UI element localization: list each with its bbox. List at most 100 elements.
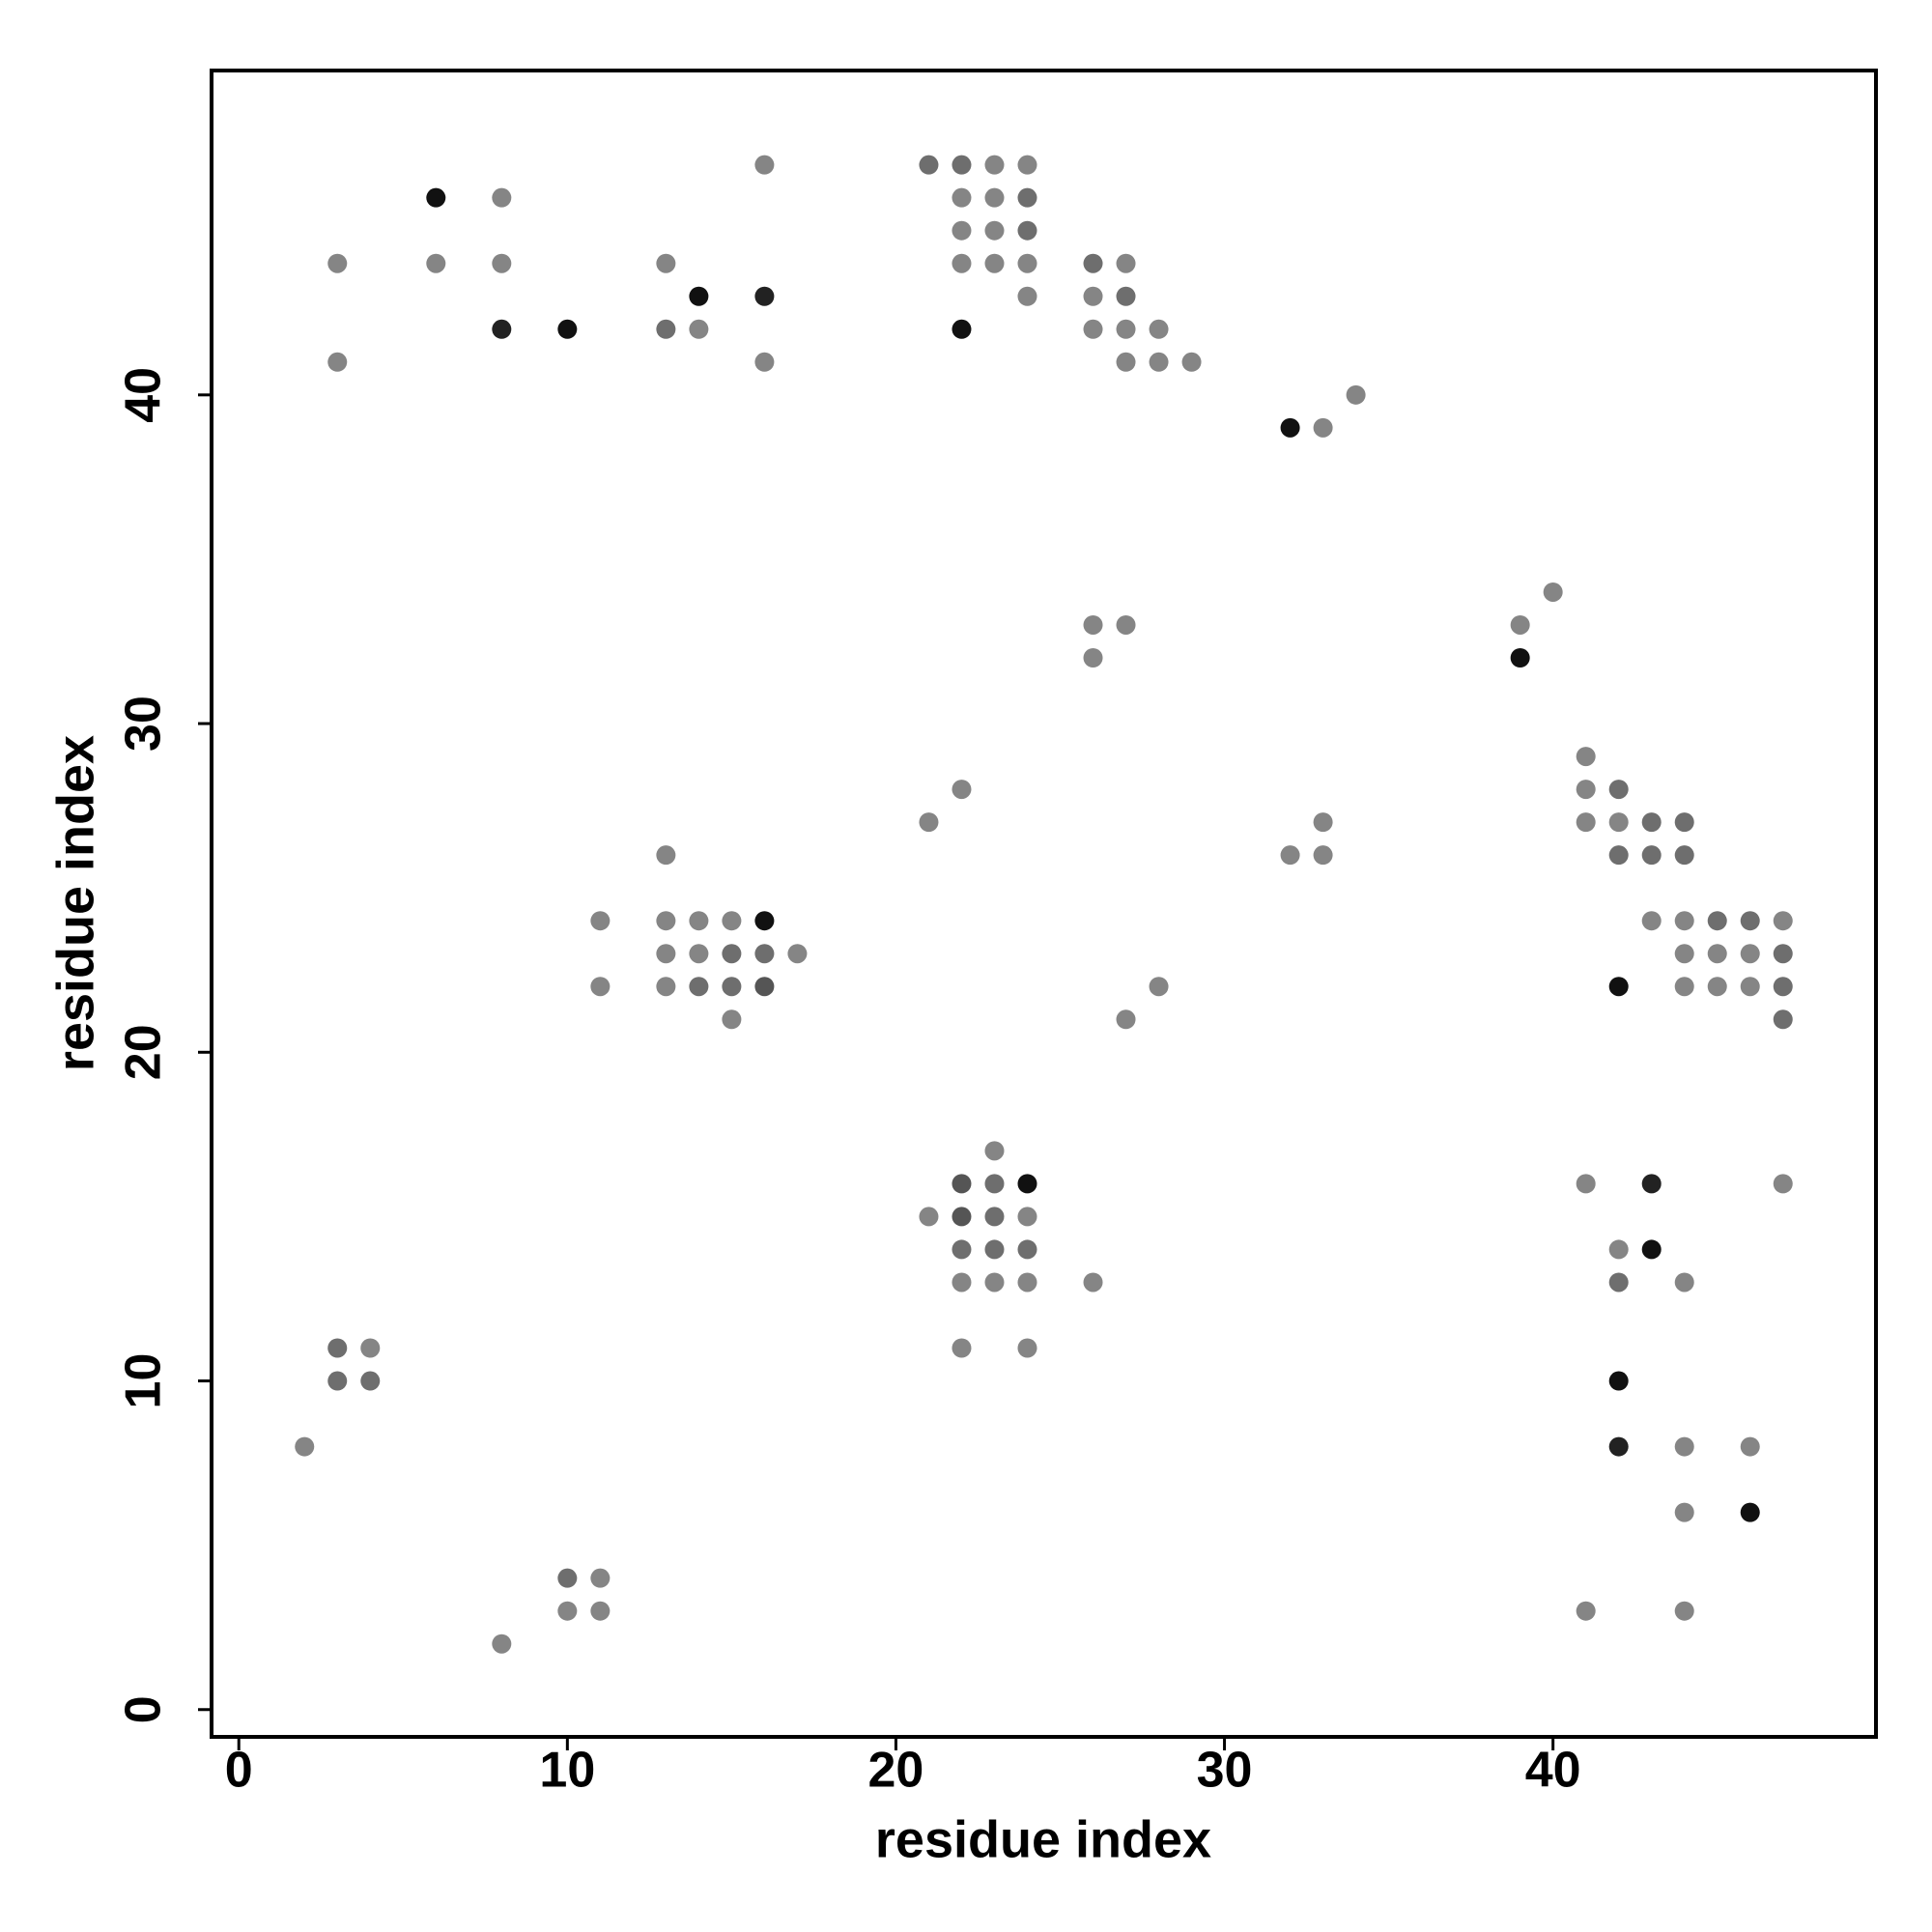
point: [1707, 944, 1727, 964]
point: [1313, 845, 1333, 866]
point: [952, 253, 972, 273]
point: [557, 319, 578, 339]
point: [1280, 845, 1300, 866]
point: [689, 944, 709, 964]
point: [1674, 1272, 1694, 1293]
point: [327, 253, 348, 273]
point: [984, 155, 1005, 175]
point: [492, 319, 512, 339]
point: [590, 1601, 611, 1621]
point: [1608, 845, 1629, 866]
point: [722, 1009, 742, 1030]
point: [754, 155, 775, 175]
point: [1083, 1272, 1103, 1293]
point: [360, 1338, 381, 1358]
point: [1674, 1601, 1694, 1621]
point: [984, 1141, 1005, 1161]
point: [1576, 1601, 1596, 1621]
point: [1674, 911, 1694, 931]
point: [1149, 319, 1169, 339]
point: [984, 1207, 1005, 1227]
point: [754, 286, 775, 306]
point: [1674, 944, 1694, 964]
point: [1773, 1174, 1793, 1194]
point: [492, 1634, 512, 1654]
point: [1576, 747, 1596, 767]
point: [1083, 614, 1103, 635]
point: [1740, 1436, 1760, 1457]
point: [984, 1272, 1005, 1293]
point: [1083, 286, 1103, 306]
point: [1346, 384, 1366, 405]
point: [754, 944, 775, 964]
y-tick-label: 20: [116, 1024, 172, 1080]
point: [1116, 253, 1136, 273]
point: [590, 1568, 611, 1588]
point: [1510, 648, 1530, 668]
point: [919, 1207, 939, 1227]
point: [984, 1239, 1005, 1260]
point: [1641, 911, 1662, 931]
point: [1608, 1272, 1629, 1293]
point: [984, 1174, 1005, 1194]
point: [722, 911, 742, 931]
point: [1017, 220, 1037, 241]
point: [984, 187, 1005, 208]
point: [1641, 1174, 1662, 1194]
point: [557, 1601, 578, 1621]
point: [919, 155, 939, 175]
point: [1773, 977, 1793, 997]
point: [952, 319, 972, 339]
point: [1543, 582, 1563, 602]
x-tick-label: 40: [1525, 1743, 1581, 1799]
point: [952, 1207, 972, 1227]
point: [656, 319, 676, 339]
plot-frame: [210, 69, 1878, 1739]
x-tick-label: 0: [225, 1743, 253, 1799]
point: [1707, 911, 1727, 931]
point: [984, 253, 1005, 273]
point: [1674, 845, 1694, 866]
point: [689, 286, 709, 306]
point: [1017, 1338, 1037, 1358]
point: [1017, 253, 1037, 273]
point: [1017, 1272, 1037, 1293]
y-tick-label: 10: [116, 1353, 172, 1409]
point: [722, 977, 742, 997]
point: [1017, 1207, 1037, 1227]
x-axis-label: residue index: [875, 1810, 1211, 1868]
point: [1773, 1009, 1793, 1030]
point: [1116, 286, 1136, 306]
point: [1674, 812, 1694, 833]
point: [952, 1174, 972, 1194]
point: [1576, 812, 1596, 833]
point: [426, 253, 446, 273]
point: [1313, 417, 1333, 438]
point: [590, 977, 611, 997]
point: [1608, 1436, 1629, 1457]
point: [1083, 319, 1103, 339]
point: [1641, 1239, 1662, 1260]
point: [1083, 253, 1103, 273]
point: [1181, 352, 1202, 372]
point: [1116, 1009, 1136, 1030]
point: [1674, 1436, 1694, 1457]
point: [1608, 780, 1629, 800]
point: [1608, 1371, 1629, 1391]
point: [656, 845, 676, 866]
point: [722, 944, 742, 964]
point: [327, 1371, 348, 1391]
point: [1608, 1239, 1629, 1260]
y-tick-label: 40: [116, 367, 172, 423]
y-tick-label: 30: [116, 696, 172, 752]
point: [1707, 977, 1727, 997]
point: [1116, 319, 1136, 339]
point: [952, 1239, 972, 1260]
point: [1017, 1174, 1037, 1194]
point: [952, 780, 972, 800]
point: [754, 977, 775, 997]
x-tick-label: 10: [539, 1743, 595, 1799]
point: [656, 977, 676, 997]
